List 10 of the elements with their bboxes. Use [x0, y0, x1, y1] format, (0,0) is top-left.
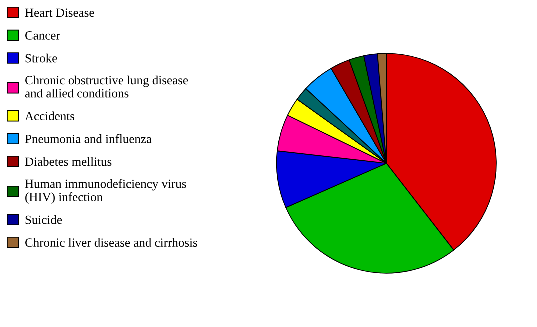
legend-label: Accidents	[25, 112, 75, 121]
legend-label: Chronic obstructive lung disease and allied conditions	[25, 76, 188, 98]
legend-label: Pneumonia and influenza	[25, 134, 152, 144]
legend-label: Chronic liver disease and cirrhosis	[26, 238, 198, 248]
legend-label: Diabetes mellitus	[25, 157, 112, 166]
legend-label: Cancer	[26, 32, 60, 40]
legend-label: Suicide	[26, 215, 62, 224]
legend-label: Heart Disease	[25, 8, 94, 18]
legend-label: Human immunodeficiency virus (HIV) infection	[25, 179, 186, 204]
legend-label: Stroke	[26, 54, 58, 63]
